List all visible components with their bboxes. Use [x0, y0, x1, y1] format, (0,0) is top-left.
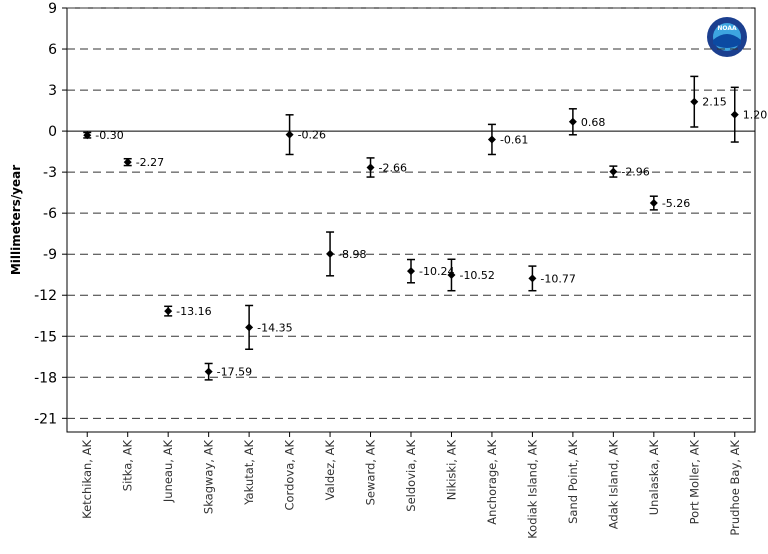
value-label: -14.35	[257, 321, 292, 334]
x-tick-label: Ketchikan, AK	[80, 440, 94, 519]
y-tick-label: -15	[34, 329, 57, 345]
x-tick-label: Adak Island, AK	[606, 440, 620, 530]
x-tick-label: Juneau, AK	[161, 440, 175, 504]
point	[407, 267, 415, 276]
value-label: -17.59	[217, 366, 252, 379]
value-label: -10.52	[459, 269, 494, 282]
y-tick-label: -3	[43, 165, 57, 181]
point	[285, 130, 294, 139]
value-label: -10.24	[419, 265, 454, 278]
value-label: -2.27	[136, 156, 164, 169]
point	[487, 135, 496, 144]
value-label: -5.26	[662, 197, 690, 210]
value-label: 1.20	[743, 109, 768, 122]
x-tick-label: Port Moller, AK	[687, 440, 701, 525]
x-tick-label: Anchorage, AK	[485, 440, 499, 525]
x-tick-label: Cordova, AK	[283, 440, 297, 511]
value-label: -8.98	[338, 248, 366, 261]
y-tick-label: -12	[34, 288, 57, 304]
logo-wave	[713, 34, 741, 48]
y-tick-label: -9	[43, 247, 57, 263]
point	[568, 117, 577, 126]
value-label: -2.96	[621, 166, 649, 179]
point	[204, 367, 213, 376]
x-tick-label: Sitka, AK	[121, 440, 135, 492]
value-label: -0.26	[298, 129, 326, 142]
point	[690, 97, 699, 106]
value-label: -0.61	[500, 133, 528, 146]
point	[164, 307, 173, 316]
y-tick-label: 6	[48, 42, 57, 58]
noaa-logo: NOAA	[707, 17, 747, 57]
y-tick-label: -6	[43, 206, 57, 222]
point	[528, 274, 537, 283]
value-label: -2.66	[379, 161, 407, 174]
point	[83, 131, 92, 140]
point	[366, 163, 375, 172]
point	[245, 323, 254, 332]
x-tick-label: Yakutat, AK	[242, 440, 256, 506]
value-label: -10.77	[540, 272, 575, 285]
point	[326, 249, 335, 258]
x-tick-label: Prudhoe Bay, AK	[728, 440, 742, 536]
x-tick-label: Kodiak Island, AK	[525, 440, 539, 539]
point	[609, 167, 618, 176]
value-label: -13.16	[176, 305, 211, 318]
x-tick-label: Valdez, AK	[323, 440, 337, 501]
value-label: 2.15	[702, 96, 727, 109]
point	[649, 199, 658, 208]
plot-frame	[66, 7, 756, 433]
y-tick-label: 0	[48, 124, 57, 140]
value-label: 0.68	[581, 116, 606, 129]
logo-text: NOAA	[717, 25, 737, 32]
y-tick-label: -21	[34, 411, 57, 427]
point	[123, 158, 132, 167]
value-label: -0.30	[95, 129, 123, 142]
x-tick-label: Unalaska, AK	[647, 440, 661, 516]
x-tick-label: Nikiski, AK	[444, 440, 458, 501]
x-tick-label: Sand Point, AK	[566, 440, 580, 524]
x-tick-label: Seldovia, AK	[404, 440, 418, 512]
x-tick-label: Seward, AK	[364, 440, 378, 506]
y-tick-label: -18	[34, 370, 57, 386]
point	[730, 110, 739, 119]
y-tick-label: 3	[48, 83, 57, 99]
x-tick-label: Skagway, AK	[202, 440, 216, 515]
y-tick-label: 9	[48, 1, 57, 17]
point	[447, 270, 456, 279]
y-axis-label: Millimeters/year	[9, 165, 23, 275]
